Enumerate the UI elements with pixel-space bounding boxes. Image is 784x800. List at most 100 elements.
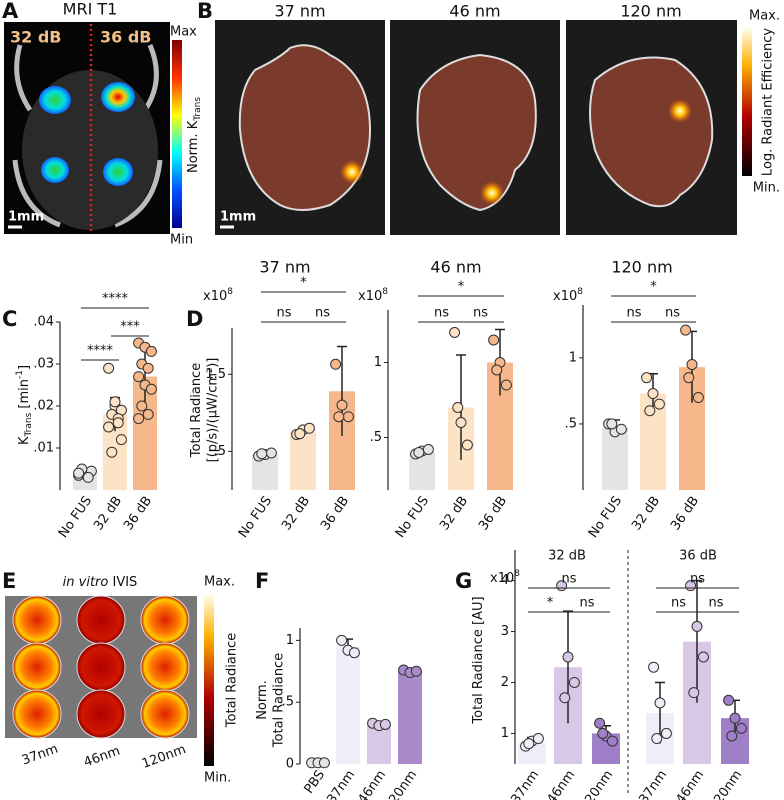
multiplier-exp: 8	[577, 287, 583, 297]
hotspot	[340, 160, 364, 184]
chart-title: 120 nm	[611, 258, 672, 277]
x-tick-label: 120nm	[382, 768, 421, 800]
x-tick-label: No FUS	[586, 494, 625, 541]
skull	[12, 44, 163, 228]
cbar-label: Log. Radiant Efficiency	[761, 28, 776, 176]
y-label-main: Norm.	[255, 680, 270, 720]
data-point	[73, 467, 85, 479]
chart-title: 46 nm	[430, 258, 481, 277]
x-tick-label: 37nm	[636, 768, 670, 800]
x-tick-label: 46nm	[673, 768, 707, 800]
x-tick-label: No FUS	[56, 494, 95, 541]
panel-e: E in vitro IVIS 37nm 46nm 120nm Max. Min…	[2, 569, 240, 786]
cbar-label-main: Norm. K	[186, 120, 201, 173]
panel-letter: A	[2, 0, 19, 23]
data-point	[109, 396, 121, 408]
cbar-min: Min.	[753, 181, 780, 196]
cbar-min: Min.	[204, 771, 231, 786]
x-tick-label: No FUS	[236, 494, 275, 541]
data-point	[660, 727, 672, 739]
data-point	[615, 423, 627, 435]
data-point	[103, 362, 115, 374]
data-point	[606, 735, 618, 747]
panel-title: in vitro IVIS	[63, 575, 138, 590]
panel-b: B 1mm 37 nm 46 nm 120 nm Max. Min. Log. …	[197, 0, 780, 235]
error-bar	[655, 681, 665, 744]
panel-letter: D	[186, 307, 203, 331]
x-tick-label: 36 dB	[668, 494, 702, 534]
significance: ns	[626, 306, 641, 321]
chart-title: 37 nm	[259, 258, 310, 277]
cbar-label: Total Radiance	[225, 633, 240, 728]
significance: *	[300, 276, 307, 291]
scale-label: 1mm	[8, 210, 44, 225]
y-label-sub: Trans	[24, 412, 34, 437]
label-32db: 32 dB	[10, 28, 61, 47]
data-point	[683, 372, 695, 384]
title-rest: IVIS	[108, 575, 137, 590]
y-tick-label: 3	[501, 624, 509, 639]
data-point	[594, 717, 606, 729]
brain	[238, 44, 372, 211]
panel-letter: B	[197, 0, 213, 23]
multiplier-base: x10	[203, 289, 227, 304]
cbar-label-sub: Trans	[193, 97, 203, 122]
significance: ns	[690, 572, 705, 587]
data-point	[142, 362, 154, 374]
colorbar	[172, 40, 182, 228]
y-axis-label: Norm.	[255, 680, 270, 720]
data-point	[413, 447, 425, 458]
group-label: 32 dB	[548, 549, 586, 564]
cbar-max: Max.	[749, 9, 780, 24]
bar	[336, 646, 360, 764]
well	[76, 689, 126, 739]
data-point	[133, 371, 145, 383]
y-label-sup: -1	[15, 370, 25, 379]
data-point	[562, 651, 574, 663]
well	[76, 642, 126, 692]
multiplier-exp: 8	[382, 287, 388, 297]
y-tick-label: 1.5	[205, 367, 226, 382]
hotspot	[668, 99, 692, 123]
significance: ns	[276, 306, 291, 321]
data-point	[461, 439, 473, 451]
well	[12, 595, 62, 645]
y-label-main: Total Radiance [AU]	[471, 596, 486, 724]
well	[140, 642, 190, 692]
data-point	[723, 694, 735, 706]
y-tick-label: 1	[569, 350, 577, 365]
y-tick-label: .5	[282, 695, 294, 710]
cbar-label: Norm. KTrans	[186, 97, 203, 173]
data-point	[523, 738, 535, 750]
data-point	[697, 651, 709, 663]
x-tick-label: 46nm	[544, 768, 578, 800]
y-tick-label: 1	[286, 633, 294, 648]
significance: *	[650, 280, 657, 295]
axis-multiplier: x108	[358, 287, 388, 304]
data-point	[336, 399, 348, 411]
data-point	[106, 446, 118, 458]
panel-letter: C	[2, 307, 17, 331]
well	[76, 595, 126, 645]
data-point	[686, 358, 698, 370]
data-point	[112, 417, 124, 429]
data-point	[294, 428, 306, 440]
x-tick-label: 32 dB	[629, 494, 663, 534]
x-tick-label: 32 dB	[279, 494, 313, 534]
y-tick-label: 1	[501, 726, 509, 741]
data-point	[145, 345, 157, 357]
x-tick-label: 32 dB	[437, 494, 471, 534]
image-title: 37 nm	[274, 2, 325, 21]
y-tick-label: 0	[286, 757, 294, 772]
brain	[589, 56, 714, 208]
bar	[290, 431, 316, 490]
y-axis-label-2: [(p/s)/(μW/cm²)]	[206, 358, 221, 463]
x-tick-label: 36 dB	[318, 494, 352, 534]
x-tick-label: 37nm	[324, 768, 358, 800]
y-label-end: ]	[17, 365, 32, 370]
data-point	[692, 392, 704, 403]
data-point	[691, 620, 703, 632]
data-point	[488, 334, 500, 346]
multiplier-exp: 8	[227, 287, 233, 297]
x-tick-label: 120nm	[578, 768, 617, 800]
